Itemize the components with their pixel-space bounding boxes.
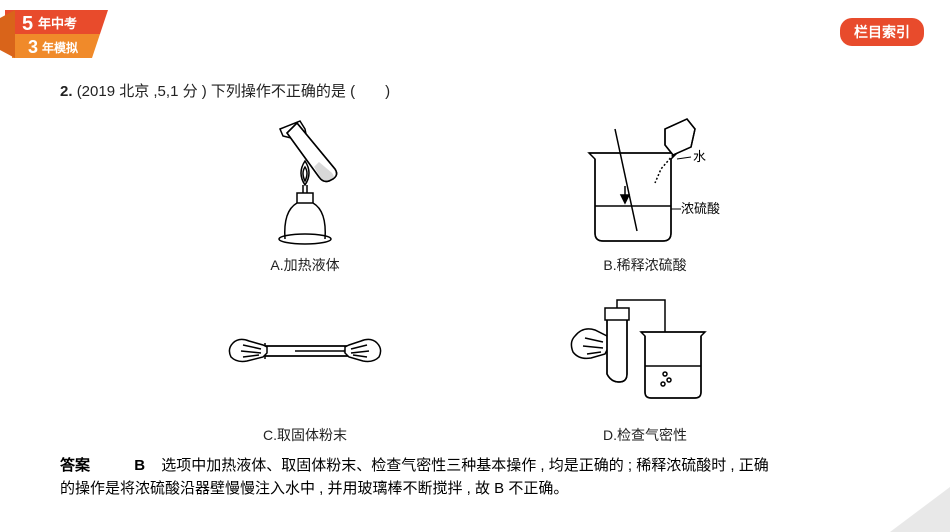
question-number: 2. [60, 83, 73, 100]
question-text: 下列操作不正确的是 [211, 83, 346, 100]
option-a: A.加热液体 [205, 111, 405, 275]
corner-decoration [890, 487, 950, 532]
option-d-label: D.检查气密性 [603, 425, 687, 445]
diagram-dilute-acid: 水 浓硫酸 [565, 111, 725, 251]
answer-text-1: 选项中加热液体、取固体粉末、检查气密性三种基本操作 , 均是正确的 ; 稀释浓硫… [161, 457, 769, 474]
question-stem: 2. (2019 北京 ,5,1 分 ) 下列操作不正确的是 ( ) [60, 80, 890, 101]
option-b-label: B.稀释浓硫酸 [603, 255, 686, 275]
ann-acid: 浓硫酸 [681, 201, 720, 216]
answer-block: 答案 B 选项中加热液体、取固体粉末、检查气密性三种基本操作 , 均是正确的 ;… [60, 455, 890, 500]
answer-label: 答案 [60, 457, 90, 474]
option-a-label: A.加热液体 [270, 255, 339, 275]
diagram-airtightness [565, 281, 725, 421]
option-c-label: C.取固体粉末 [263, 425, 347, 445]
section-index-badge[interactable]: 栏目索引 [840, 18, 924, 46]
badge-5: 5 [22, 13, 33, 35]
badge-3: 3 [28, 37, 38, 57]
question-paren: ( ) [350, 83, 390, 100]
answer-text-2: 的操作是将浓硫酸沿器壁慢慢注入水中 , 并用玻璃棒不断搅拌 , 故 B 不正确。 [60, 478, 890, 501]
options-row-2: C.取固体粉末 [60, 281, 890, 445]
option-b: 水 浓硫酸 B.稀释浓硫酸 [545, 111, 745, 275]
option-d: D.检查气密性 [545, 281, 745, 445]
series-badge: 5 年中考 3 年模拟 [0, 8, 110, 63]
diagram-heating-liquid [225, 111, 385, 251]
section-index-text: 栏目索引 [854, 24, 910, 40]
badge-text1: 年中考 [38, 16, 77, 31]
question-source: (2019 北京 ,5,1 分 ) [77, 83, 207, 100]
badge-text2: 年模拟 [42, 40, 78, 55]
options-row-1: A.加热液体 [60, 111, 890, 275]
option-c: C.取固体粉末 [205, 281, 405, 445]
content-area: 2. (2019 北京 ,5,1 分 ) 下列操作不正确的是 ( ) [60, 80, 890, 500]
diagram-take-powder [225, 281, 385, 421]
answer-letter: B [134, 457, 145, 474]
ann-water: 水 [693, 149, 706, 164]
